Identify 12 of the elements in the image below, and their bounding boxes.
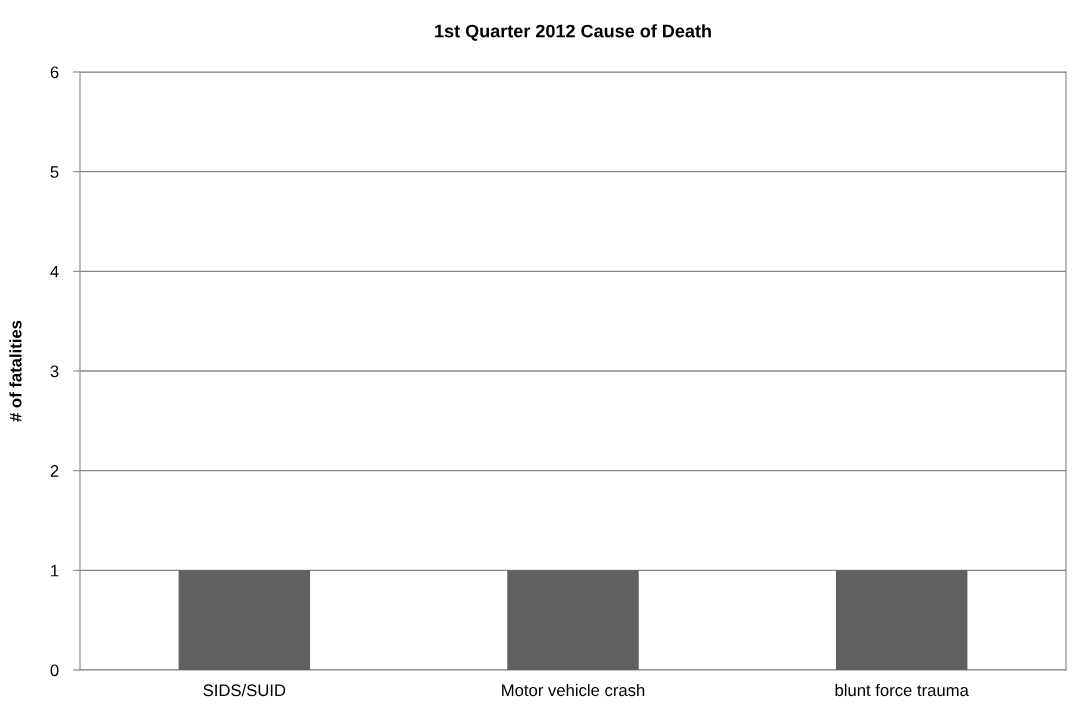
x-tick-label: Motor vehicle crash [502, 683, 645, 697]
y-tick-label: 3 [50, 365, 59, 378]
y-axis-title: # of fatalities [9, 320, 22, 422]
y-tick-label: 1 [51, 564, 59, 577]
y-tick-label: 4 [50, 265, 59, 278]
chart-title: 1st Quarter 2012 Cause of Death [435, 24, 711, 41]
y-tick-label: 6 [50, 66, 59, 79]
y-tick-label: 5 [50, 166, 59, 178]
x-tick-label: blunt force trauma [835, 683, 969, 697]
x-tick-label: SIDS/SUID [203, 683, 286, 697]
y-tick-label: 0 [50, 664, 59, 677]
y-tick-label: 2 [50, 465, 59, 477]
